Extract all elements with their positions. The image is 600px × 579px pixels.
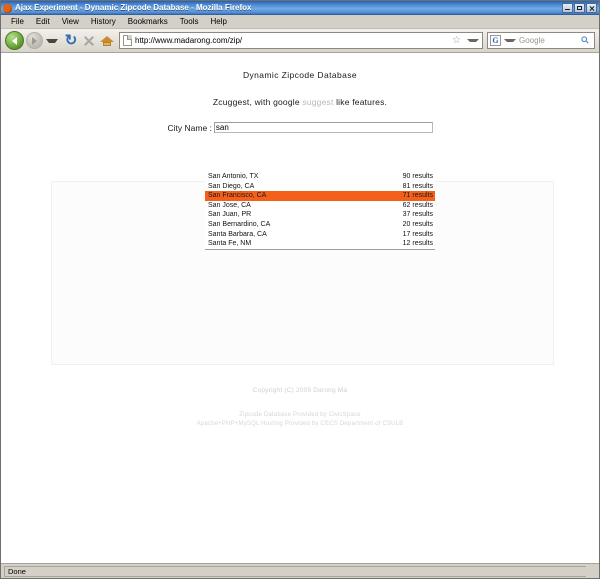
menu-item-tools[interactable]: Tools bbox=[179, 16, 199, 26]
suggestion-city: Santa Barbara, CA bbox=[208, 230, 267, 238]
suggestion-city: San Jose, CA bbox=[208, 201, 251, 209]
search-form-inner: City Name : bbox=[168, 122, 433, 133]
list-item[interactable]: San Jose, CA 62 results bbox=[205, 201, 435, 211]
list-item[interactable]: Santa Barbara, CA 17 results bbox=[205, 230, 435, 240]
title-bar: Ajax Experiment - Dynamic Zipcode Databa… bbox=[1, 1, 599, 15]
suggestion-count: 20 results bbox=[402, 220, 433, 228]
status-message-box: Done bbox=[4, 565, 586, 577]
menu-item-view[interactable]: View bbox=[61, 16, 79, 26]
search-form: City Name : bbox=[1, 122, 599, 133]
home-icon[interactable] bbox=[99, 33, 115, 49]
window-controls bbox=[562, 3, 598, 13]
list-item[interactable]: San Antonio, TX 90 results bbox=[205, 172, 435, 182]
suggestion-count: 90 results bbox=[402, 173, 433, 180]
search-bar[interactable]: G Google ⚲ bbox=[487, 32, 595, 49]
credits-block: Zipcode Database Provided by CivicSpace … bbox=[1, 411, 599, 429]
menu-item-edit[interactable]: Edit bbox=[35, 16, 50, 26]
stop-icon bbox=[81, 33, 97, 49]
search-input[interactable]: Google bbox=[519, 36, 545, 45]
chevron-down-icon[interactable] bbox=[46, 38, 58, 43]
close-button[interactable] bbox=[586, 3, 597, 13]
subtitle-text-before: Zcuggest, with google bbox=[212, 97, 303, 107]
suggestion-count: 12 results bbox=[402, 240, 433, 248]
back-icon[interactable] bbox=[5, 31, 24, 50]
google-icon[interactable]: G bbox=[490, 35, 501, 46]
suggestion-city: San Diego, CA bbox=[208, 182, 255, 190]
page-footer: Copyright (C) 2005 Darong Ma Zipcode Dat… bbox=[1, 387, 599, 429]
credit-line-hosting: Apache+PHP+MySQL Hosting Provided by CEC… bbox=[196, 421, 404, 427]
minimize-button[interactable] bbox=[562, 3, 573, 13]
window-title: Ajax Experiment - Dynamic Zipcode Databa… bbox=[15, 3, 252, 12]
list-item[interactable]: San Diego, CA 81 results bbox=[205, 182, 435, 192]
suggestion-city: San Antonio, TX bbox=[208, 173, 259, 180]
maximize-button[interactable] bbox=[574, 3, 585, 13]
resize-grip[interactable] bbox=[586, 566, 596, 577]
suggestion-count: 17 results bbox=[402, 230, 433, 238]
copyright-text: Copyright (C) 2005 Darong Ma bbox=[252, 387, 348, 394]
subtitle-text-after: like features. bbox=[333, 97, 388, 107]
status-text: Done bbox=[8, 566, 26, 576]
menu-item-file[interactable]: File bbox=[11, 16, 24, 26]
suggestion-count: 71 results bbox=[402, 192, 433, 200]
city-name-input[interactable] bbox=[213, 122, 433, 133]
suggestion-count: 62 results bbox=[402, 201, 433, 209]
page-favicon-icon bbox=[123, 35, 132, 46]
menu-bar: File Edit View History Bookmarks Tools H… bbox=[1, 15, 599, 29]
page-title: Dynamic Zipcode Database bbox=[242, 70, 357, 80]
suggestion-count: 37 results bbox=[402, 211, 433, 219]
suggestion-city: San Bernardino, CA bbox=[208, 220, 271, 228]
list-item[interactable]: San Juan, PR 37 results bbox=[205, 210, 435, 220]
magnifier-icon[interactable]: ⚲ bbox=[579, 33, 593, 47]
suggestion-count: 81 results bbox=[402, 182, 433, 190]
star-icon[interactable]: ☆ bbox=[452, 34, 461, 46]
status-bar: Done bbox=[1, 563, 599, 578]
suggestion-list: San Antonio, TX 90 results San Diego, CA… bbox=[205, 172, 435, 250]
list-item-selected[interactable]: San Francisco, CA 71 results bbox=[205, 191, 435, 201]
menu-item-help[interactable]: Help bbox=[210, 16, 227, 26]
reload-icon[interactable]: ↻ bbox=[64, 31, 78, 49]
list-item[interactable]: San Bernardino, CA 20 results bbox=[205, 220, 435, 230]
forward-icon bbox=[26, 32, 43, 49]
url-bar[interactable]: http://www.madarong.com/zip/ ☆ bbox=[119, 32, 483, 49]
page-viewport: Dynamic Zipcode Database Zcuggest, with … bbox=[1, 53, 599, 563]
suggestion-city: San Juan, PR bbox=[208, 211, 252, 219]
credit-line-database: Zipcode Database Provided by CivicSpace bbox=[239, 412, 361, 418]
url-dropdown-icon[interactable] bbox=[467, 39, 479, 42]
menu-item-history[interactable]: History bbox=[90, 16, 116, 26]
web-page: Dynamic Zipcode Database Zcuggest, with … bbox=[1, 53, 599, 563]
search-dropdown-icon[interactable] bbox=[504, 39, 516, 42]
navigation-toolbar: ↻ http://www.madarong.com/zip/ ☆ G Googl… bbox=[1, 29, 599, 53]
suggestion-city: Santa Fe, NM bbox=[208, 240, 252, 248]
url-text: http://www.madarong.com/zip/ bbox=[135, 36, 243, 45]
subtitle-muted-word: suggest bbox=[302, 97, 334, 107]
page-subtitle: Zcuggest, with google suggest like featu… bbox=[1, 97, 599, 107]
suggestion-city: San Francisco, CA bbox=[208, 192, 267, 200]
city-name-label: City Name : bbox=[167, 122, 212, 133]
menu-item-bookmarks[interactable]: Bookmarks bbox=[127, 16, 168, 26]
list-item[interactable]: Santa Fe, NM 12 results bbox=[205, 239, 435, 249]
firefox-icon bbox=[3, 3, 12, 13]
